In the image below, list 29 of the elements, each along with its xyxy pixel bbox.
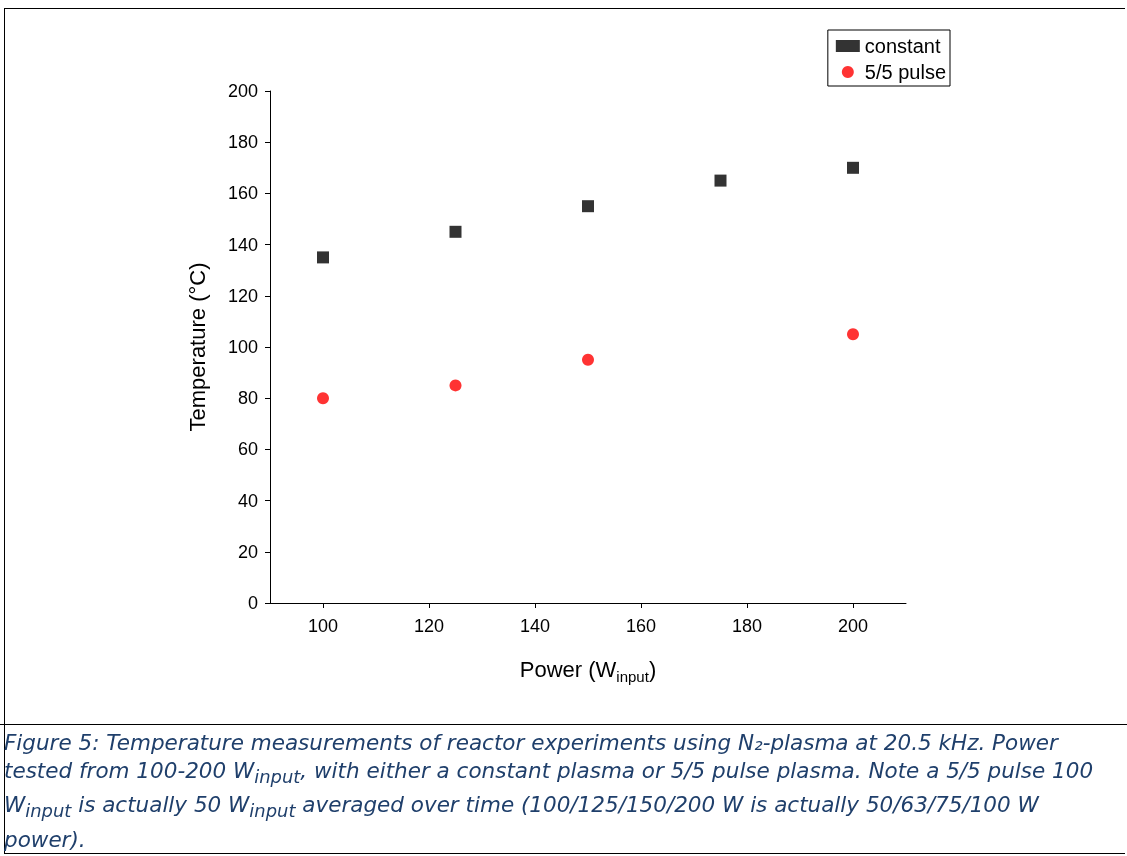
y-tick-label: 60 bbox=[237, 439, 258, 460]
point bbox=[317, 392, 329, 405]
y-tick-label: 140 bbox=[227, 234, 258, 255]
point bbox=[449, 225, 462, 238]
x-tick-label: 120 bbox=[413, 616, 445, 636]
x-tick-label: 180 bbox=[731, 616, 763, 636]
point bbox=[317, 251, 329, 264]
point bbox=[582, 353, 594, 366]
point bbox=[847, 328, 859, 341]
y-axis-title: Temperature (°C) bbox=[184, 262, 210, 432]
legend-label: 5/5 pulse bbox=[864, 61, 946, 83]
point bbox=[449, 379, 462, 392]
y-tick-label: 180 bbox=[227, 132, 258, 153]
point bbox=[714, 174, 727, 187]
x-tick-label: 100 bbox=[307, 616, 339, 636]
y-tick-label: 160 bbox=[227, 183, 258, 204]
x-tick-label: 160 bbox=[625, 616, 657, 636]
x-tick-label: 140 bbox=[519, 616, 551, 636]
point bbox=[847, 161, 859, 174]
y-tick-label: 0 bbox=[247, 593, 258, 613]
y-tick-label: 120 bbox=[227, 285, 258, 306]
y-tick-label: 200 bbox=[227, 81, 258, 101]
y-tick-label: 40 bbox=[237, 490, 258, 511]
point bbox=[582, 200, 594, 213]
x-tick-label: 200 bbox=[837, 616, 869, 636]
y-tick-label: 20 bbox=[237, 541, 258, 562]
y-tick-label: 100 bbox=[227, 337, 258, 357]
y-tick-label: 80 bbox=[237, 388, 258, 409]
legend-label: constant bbox=[864, 35, 941, 57]
